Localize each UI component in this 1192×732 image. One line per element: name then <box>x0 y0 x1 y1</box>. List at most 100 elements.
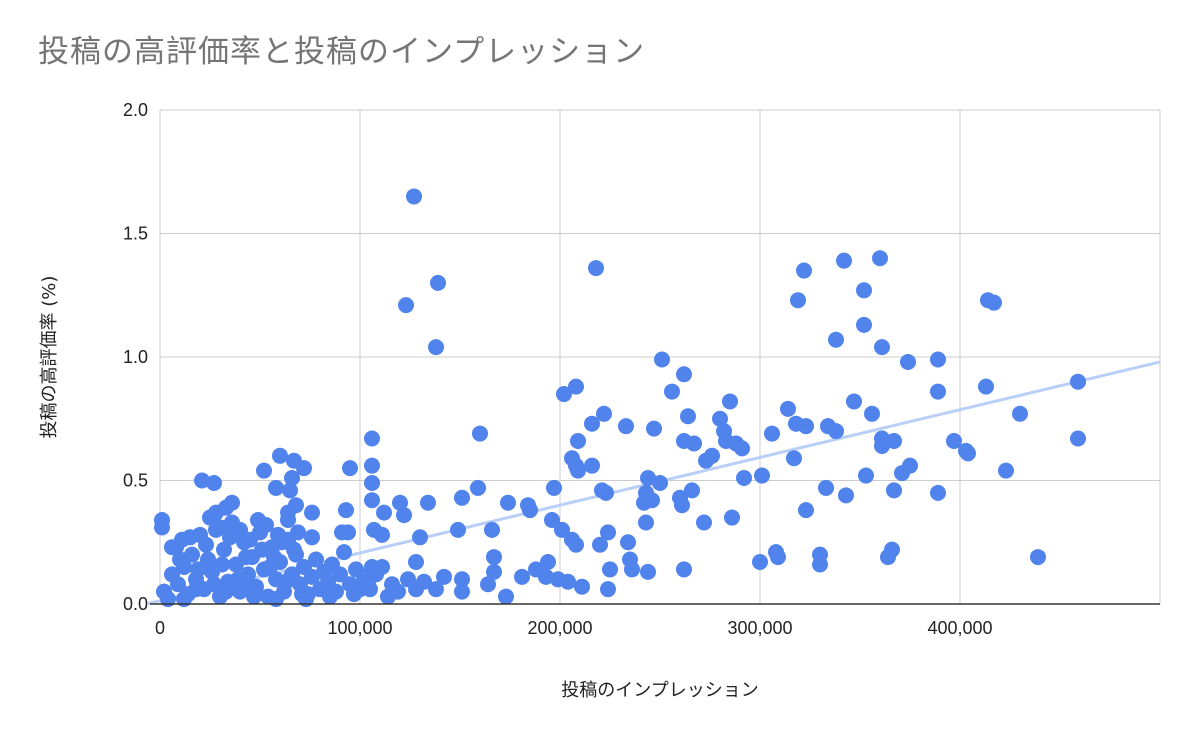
data-point <box>764 425 780 442</box>
y-tick-label: 0.0 <box>123 594 148 614</box>
data-point <box>638 514 654 531</box>
data-points <box>154 188 1086 608</box>
data-point <box>160 591 176 608</box>
data-point <box>364 492 380 509</box>
data-point <box>416 573 432 590</box>
data-point <box>812 556 828 573</box>
data-point <box>790 292 806 309</box>
data-point <box>454 583 470 600</box>
data-point <box>214 556 230 573</box>
data-point <box>538 568 554 585</box>
x-tick-label: 100,000 <box>327 618 392 638</box>
data-point <box>828 423 844 440</box>
y-tick-label: 1.0 <box>123 347 148 367</box>
data-point <box>168 539 184 556</box>
data-point <box>798 418 814 435</box>
data-point <box>304 568 320 585</box>
data-point <box>1030 549 1046 566</box>
data-point <box>930 351 946 368</box>
data-point <box>194 472 210 489</box>
x-tick-label: 200,000 <box>527 618 592 638</box>
data-point <box>308 551 324 568</box>
data-point <box>874 339 890 356</box>
data-point <box>190 561 206 578</box>
data-point <box>568 378 584 395</box>
data-point <box>886 432 902 449</box>
data-point <box>342 460 358 477</box>
data-point <box>836 252 852 269</box>
data-point <box>592 536 608 553</box>
data-point <box>588 260 604 277</box>
data-point <box>674 497 690 514</box>
data-point <box>406 188 422 205</box>
data-point <box>290 524 306 541</box>
axis-ticks: 0.0 0.5 1.0 1.5 2.0 0 100,000 200,000 300,000 400… <box>123 100 993 638</box>
data-point <box>430 274 446 291</box>
data-point <box>646 420 662 437</box>
data-point <box>368 566 384 583</box>
data-point <box>218 583 234 600</box>
x-tick-label: 300,000 <box>727 618 792 638</box>
data-point <box>754 467 770 484</box>
data-point <box>336 544 352 561</box>
data-point <box>238 549 254 566</box>
data-point <box>584 457 600 474</box>
data-point <box>254 541 270 558</box>
data-point <box>960 445 976 462</box>
data-point <box>864 405 880 422</box>
data-point <box>366 521 382 538</box>
data-point <box>232 521 248 538</box>
data-point <box>598 484 614 501</box>
data-point <box>332 566 348 583</box>
data-point <box>376 504 392 521</box>
data-point <box>894 465 910 482</box>
data-point <box>454 489 470 506</box>
data-point <box>256 462 272 479</box>
data-point <box>400 571 416 588</box>
data-point <box>240 578 256 595</box>
data-point <box>900 353 916 370</box>
data-point <box>570 462 586 479</box>
data-point <box>364 457 380 474</box>
x-tick-label: 0 <box>155 618 165 638</box>
data-point <box>858 467 874 484</box>
data-point <box>838 487 854 504</box>
data-point <box>172 551 188 568</box>
data-point <box>930 484 946 501</box>
data-point <box>676 366 692 383</box>
data-point <box>1070 373 1086 390</box>
data-point <box>486 549 502 566</box>
data-point <box>346 586 362 603</box>
data-point <box>286 452 302 469</box>
data-point <box>338 502 354 519</box>
data-point <box>546 479 562 496</box>
data-point <box>770 549 786 566</box>
data-point <box>856 282 872 299</box>
data-point <box>1012 405 1028 422</box>
data-point <box>224 494 240 511</box>
data-point <box>856 316 872 333</box>
data-point <box>886 482 902 499</box>
data-point <box>182 529 198 546</box>
data-point <box>724 509 740 526</box>
data-point <box>202 509 218 526</box>
data-point <box>828 331 844 348</box>
data-point <box>676 561 692 578</box>
data-point <box>596 405 612 422</box>
data-point <box>998 462 1014 479</box>
data-point <box>284 470 300 487</box>
data-point <box>242 531 258 548</box>
data-point <box>620 534 636 551</box>
data-point <box>398 297 414 314</box>
data-point <box>282 482 298 499</box>
data-point <box>736 470 752 487</box>
data-point <box>734 440 750 457</box>
x-axis-label: 投稿のインプレッション <box>561 680 759 701</box>
data-point <box>420 494 436 511</box>
data-point <box>450 521 466 538</box>
data-point <box>298 591 314 608</box>
data-point <box>364 430 380 447</box>
data-point <box>560 573 576 590</box>
data-point <box>428 339 444 356</box>
